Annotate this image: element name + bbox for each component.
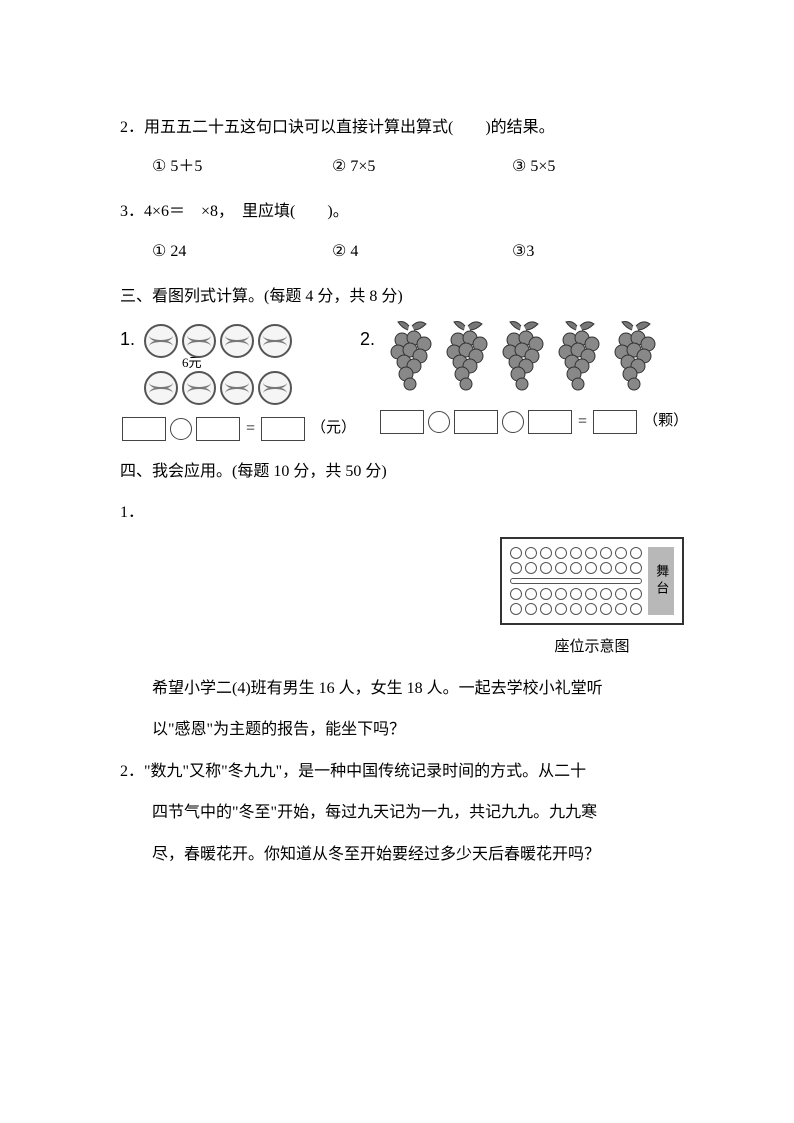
problem-4-1-text-1: 希望小学二(4)班有男生 16 人，女生 18 人。一起去学校小礼堂听 (120, 668, 684, 710)
question-2-choices: ① 5＋5 ② 7×5 ③ 5×5 (120, 149, 684, 184)
problem-4-1-text-2: 以"感恩"为主题的报告，能坐下吗？ (120, 709, 684, 751)
unit-label: （元） (311, 412, 356, 445)
blank-box[interactable] (380, 410, 424, 434)
equation-1: = （元） (120, 411, 356, 446)
balls-icon: 6元 (120, 320, 356, 405)
figure-1-label: 1. (120, 320, 135, 360)
figure-2: 2. = （颗） (366, 320, 688, 446)
problem-4-2-line-2: 四节气中的"冬至"开始，每过九天记为一九，共记九九。九九寒 (120, 792, 684, 834)
seating-diagram-wrap: 舞台 座位示意图 (120, 537, 684, 664)
seating-caption: 座位示意图 (500, 631, 684, 664)
figure-1: 1. 6元 = （元） (120, 320, 356, 446)
blank-box[interactable] (593, 410, 637, 434)
choice-3-2: ② 4 (332, 234, 502, 269)
question-3-choices: ① 24 ② 4 ③3 (120, 234, 684, 269)
question-2: 2．用五五二十五这句口诀可以直接计算出算式( )的结果。 (120, 110, 684, 145)
problem-4-1-number: 1． (120, 495, 684, 530)
figure-2-label: 2. (360, 320, 375, 360)
problem-4-2-line-3: 尽，春暖花开。你知道从冬至开始要经过多少天后春暖花开吗？ (120, 834, 684, 876)
operator-circle[interactable] (502, 411, 524, 433)
price-label: 6元 (182, 356, 356, 369)
choice-2-3: ③ 5×5 (512, 149, 682, 184)
problem-4-2-line-1: 2．"数九"又称"冬九九"，是一种中国传统记录时间的方式。从二十 (120, 751, 684, 793)
blank-box[interactable] (261, 417, 305, 441)
grapes-icon (366, 320, 688, 398)
blank-box[interactable] (196, 417, 240, 441)
blank-box[interactable] (122, 417, 166, 441)
choice-2-2: ② 7×5 (332, 149, 502, 184)
choice-3-1: ① 24 (152, 234, 322, 269)
choice-3-3: ③3 (512, 234, 682, 269)
section-4-heading: 四、我会应用。(每题 10 分，共 50 分) (120, 454, 684, 489)
operator-circle[interactable] (428, 411, 450, 433)
equals-sign: = (244, 411, 257, 446)
seating-diagram: 舞台 座位示意图 (500, 537, 684, 664)
figure-row: 1. 6元 = （元） 2. (120, 320, 684, 446)
blank-box[interactable] (454, 410, 498, 434)
seats-icon (510, 547, 642, 615)
choice-2-1: ① 5＋5 (152, 149, 322, 184)
unit-label: （颗） (643, 405, 688, 438)
blank-box[interactable] (528, 410, 572, 434)
stage-label: 舞台 (648, 547, 674, 615)
equation-2: = （颗） (366, 404, 688, 439)
operator-circle[interactable] (170, 418, 192, 440)
question-3: 3．4×6＝ ×8， 里应填( )。 (120, 194, 684, 229)
section-3-heading: 三、看图列式计算。(每题 4 分，共 8 分) (120, 279, 684, 314)
equals-sign: = (576, 404, 589, 439)
